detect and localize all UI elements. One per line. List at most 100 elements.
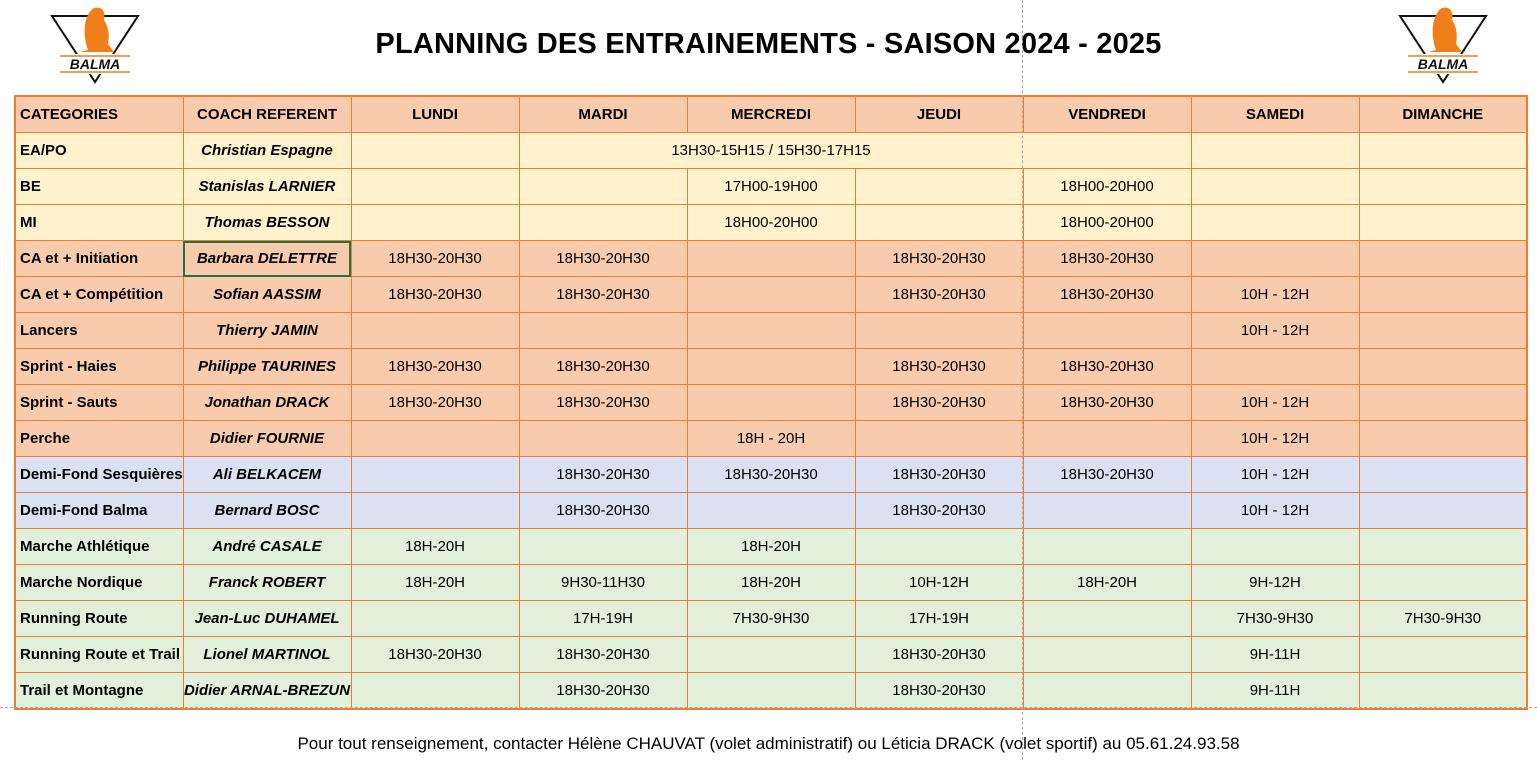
schedule-cell[interactable] xyxy=(686,636,856,673)
schedule-cell[interactable] xyxy=(686,240,856,277)
category-cell[interactable]: Trail et Montagne xyxy=(14,672,184,710)
schedule-cell[interactable] xyxy=(518,528,688,565)
schedule-cell[interactable]: 18H00-20H00 xyxy=(686,204,856,241)
schedule-cell[interactable]: 18H00-20H00 xyxy=(1022,168,1192,205)
schedule-cell[interactable]: 18H30-20H30 xyxy=(686,456,856,493)
schedule-cell[interactable] xyxy=(1358,492,1528,529)
schedule-cell[interactable] xyxy=(1190,240,1360,277)
schedule-cell[interactable]: 10H - 12H xyxy=(1190,384,1360,421)
schedule-cell[interactable] xyxy=(854,420,1024,457)
schedule-cell[interactable] xyxy=(350,312,520,349)
schedule-cell[interactable]: 18H30-20H30 xyxy=(854,384,1024,421)
schedule-cell[interactable] xyxy=(686,276,856,313)
schedule-cell[interactable]: 18H30-20H30 xyxy=(1022,456,1192,493)
schedule-cell[interactable] xyxy=(1358,168,1528,205)
schedule-cell[interactable] xyxy=(1358,456,1528,493)
coach-cell[interactable]: Philippe TAURINES xyxy=(182,348,352,385)
coach-cell[interactable]: Didier ARNAL-BREZUN xyxy=(182,672,352,710)
category-cell[interactable]: Demi-Fond Balma xyxy=(14,492,184,529)
coach-cell[interactable]: Jonathan DRACK xyxy=(182,384,352,421)
schedule-cell[interactable]: 18H30-20H30 xyxy=(518,240,688,277)
schedule-cell[interactable]: 18H30-20H30 xyxy=(518,348,688,385)
schedule-cell[interactable] xyxy=(1358,636,1528,673)
schedule-cell[interactable]: 18H30-20H30 xyxy=(518,456,688,493)
schedule-cell[interactable]: 18H30-20H30 xyxy=(854,492,1024,529)
category-cell[interactable]: MI xyxy=(14,204,184,241)
schedule-cell[interactable] xyxy=(350,456,520,493)
schedule-cell[interactable]: 10H - 12H xyxy=(1190,492,1360,529)
schedule-cell[interactable] xyxy=(518,168,688,205)
schedule-cell[interactable]: 18H30-20H30 xyxy=(518,492,688,529)
category-cell[interactable]: BE xyxy=(14,168,184,205)
schedule-cell[interactable] xyxy=(350,600,520,637)
schedule-cell[interactable] xyxy=(1358,528,1528,565)
schedule-cell[interactable]: 10H - 12H xyxy=(1190,420,1360,457)
schedule-cell[interactable]: 18H30-20H30 xyxy=(518,672,688,710)
schedule-cell[interactable] xyxy=(854,168,1024,205)
schedule-cell[interactable] xyxy=(350,168,520,205)
coach-cell[interactable]: Stanislas LARNIER xyxy=(182,168,352,205)
schedule-cell[interactable]: 18H-20H xyxy=(350,564,520,601)
schedule-cell[interactable] xyxy=(350,132,520,169)
schedule-cell[interactable] xyxy=(350,492,520,529)
category-cell[interactable]: Running Route et Trail xyxy=(14,636,184,673)
schedule-cell[interactable]: 18H30-20H30 xyxy=(854,240,1024,277)
schedule-cell[interactable]: 18H30-20H30 xyxy=(1022,348,1192,385)
schedule-cell[interactable]: 18H30-20H30 xyxy=(518,384,688,421)
schedule-cell[interactable]: 18H30-20H30 xyxy=(350,636,520,673)
schedule-cell[interactable] xyxy=(1190,204,1360,241)
coach-cell[interactable]: Didier FOURNIE xyxy=(182,420,352,457)
schedule-cell[interactable]: 18H30-20H30 xyxy=(518,636,688,673)
schedule-cell[interactable]: 18H30-20H30 xyxy=(1022,240,1192,277)
category-cell[interactable]: Sprint - Sauts xyxy=(14,384,184,421)
schedule-cell[interactable]: 18H30-20H30 xyxy=(854,456,1024,493)
coach-cell[interactable]: Ali BELKACEM xyxy=(182,456,352,493)
schedule-cell[interactable] xyxy=(1022,600,1192,637)
schedule-cell[interactable]: 10H - 12H xyxy=(1190,312,1360,349)
schedule-cell[interactable] xyxy=(350,672,520,710)
coach-cell[interactable]: Barbara DELETTRE xyxy=(182,240,352,277)
schedule-cell[interactable]: 10H-12H xyxy=(854,564,1024,601)
category-cell[interactable]: Running Route xyxy=(14,600,184,637)
schedule-cell[interactable]: 18H30-20H30 xyxy=(854,276,1024,313)
schedule-cell[interactable]: 9H-11H xyxy=(1190,672,1360,710)
schedule-cell[interactable] xyxy=(518,204,688,241)
schedule-cell[interactable]: 9H30-11H30 xyxy=(518,564,688,601)
schedule-cell[interactable]: 18H30-20H30 xyxy=(350,276,520,313)
coach-cell[interactable]: Lionel MARTINOL xyxy=(182,636,352,673)
schedule-cell[interactable] xyxy=(686,492,856,529)
schedule-cell[interactable]: 7H30-9H30 xyxy=(1358,600,1528,637)
coach-cell[interactable]: Thierry JAMIN xyxy=(182,312,352,349)
schedule-cell[interactable]: 17H-19H xyxy=(854,600,1024,637)
schedule-cell[interactable] xyxy=(1022,492,1192,529)
category-cell[interactable]: Sprint - Haies xyxy=(14,348,184,385)
category-cell[interactable]: EA/PO xyxy=(14,132,184,169)
category-cell[interactable]: Perche xyxy=(14,420,184,457)
coach-cell[interactable]: Sofian AASSIM xyxy=(182,276,352,313)
schedule-cell[interactable] xyxy=(1358,672,1528,710)
schedule-cell[interactable] xyxy=(1358,312,1528,349)
schedule-cell[interactable] xyxy=(1358,384,1528,421)
schedule-cell[interactable] xyxy=(518,420,688,457)
schedule-cell[interactable] xyxy=(1358,564,1528,601)
schedule-cell[interactable] xyxy=(518,312,688,349)
schedule-cell[interactable]: 18H30-20H30 xyxy=(350,348,520,385)
schedule-cell[interactable] xyxy=(854,312,1024,349)
schedule-cell[interactable]: 17H00-19H00 xyxy=(686,168,856,205)
schedule-cell[interactable]: 18H-20H xyxy=(686,528,856,565)
schedule-cell[interactable] xyxy=(1022,528,1192,565)
schedule-cell[interactable] xyxy=(1358,276,1528,313)
schedule-cell[interactable]: 18H - 20H xyxy=(686,420,856,457)
schedule-cell[interactable] xyxy=(1358,204,1528,241)
schedule-cell[interactable]: 7H30-9H30 xyxy=(1190,600,1360,637)
coach-cell[interactable]: Jean-Luc DUHAMEL xyxy=(182,600,352,637)
schedule-cell[interactable] xyxy=(854,528,1024,565)
schedule-cell[interactable] xyxy=(1190,132,1360,169)
coach-cell[interactable]: Christian Espagne xyxy=(182,132,352,169)
schedule-cell[interactable]: 10H - 12H xyxy=(1190,456,1360,493)
coach-cell[interactable]: André CASALE xyxy=(182,528,352,565)
schedule-cell[interactable]: 18H30-20H30 xyxy=(1022,276,1192,313)
schedule-cell[interactable]: 18H30-20H30 xyxy=(854,348,1024,385)
schedule-cell[interactable] xyxy=(1022,636,1192,673)
schedule-cell[interactable] xyxy=(1358,132,1528,169)
